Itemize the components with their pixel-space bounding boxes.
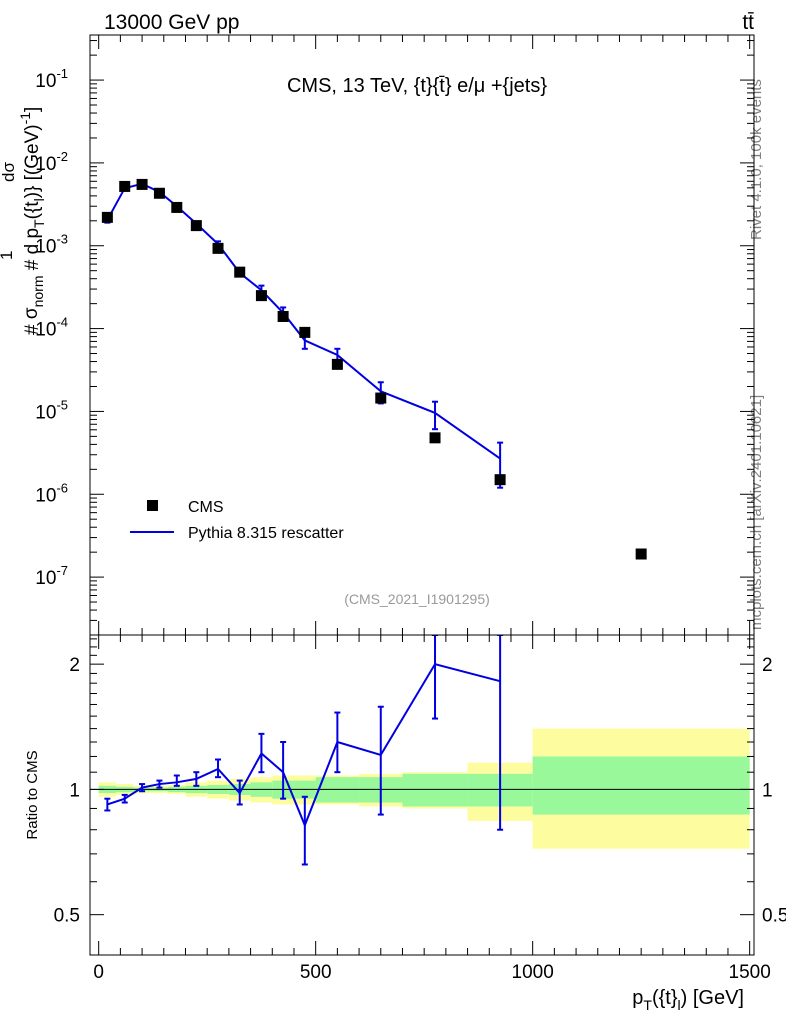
y-axis-title: # σnorm # d pT({tl)} [(GeV)-1] bbox=[17, 107, 48, 335]
y-title-sigma: σ bbox=[21, 307, 42, 319]
data-series bbox=[101, 178, 647, 560]
x-axis-title: pT({t}l) [GeV] bbox=[632, 987, 744, 1013]
y-title-dpt: d p bbox=[22, 228, 43, 254]
data-point bbox=[101, 211, 113, 223]
y-tick-exponent: -1 bbox=[56, 66, 68, 81]
mc-line bbox=[106, 182, 501, 460]
data-point bbox=[255, 290, 267, 302]
data-point bbox=[331, 358, 343, 370]
ratio-y-tick-labels: 0.5 0.5 1 1 2 2 bbox=[54, 655, 786, 927]
data-point bbox=[171, 201, 183, 213]
y-title-dsigma: dσ bbox=[0, 162, 18, 182]
y-tick-exponent: -6 bbox=[56, 480, 68, 495]
stat-uncertainty-band bbox=[402, 773, 468, 807]
data-point bbox=[153, 187, 165, 199]
main-panel-frame bbox=[89, 34, 755, 636]
data-point bbox=[299, 326, 311, 338]
y-title-norm: norm bbox=[30, 276, 46, 308]
legend-mc-label: Pythia 8.315 rescatter bbox=[188, 525, 344, 542]
ratio-y-tick-label: 1 bbox=[69, 780, 80, 801]
mcplots-label: mcplots.cern.ch [arXiv:2401.10621] bbox=[748, 395, 765, 630]
x-tick-label: 1000 bbox=[512, 962, 554, 983]
rivet-label: Rivet 4.1.0, 100k events bbox=[748, 79, 765, 240]
data-point bbox=[277, 310, 289, 322]
y-title-exp: -1 bbox=[17, 112, 33, 125]
ratio-y-axis-title: Ratio to CMS bbox=[24, 750, 41, 839]
data-point bbox=[119, 180, 131, 192]
header-left: 13000 GeV pp bbox=[104, 11, 239, 34]
y-title-l: l bbox=[31, 198, 47, 201]
x-tick-labels: 0 500 1000 1500 bbox=[93, 962, 770, 983]
ratio-y-tick-label-right: 1 bbox=[762, 780, 773, 801]
y-tick-exponent: -2 bbox=[56, 149, 68, 164]
y-tick-exponent: -7 bbox=[56, 563, 68, 578]
y-tick-label: 10-6 bbox=[35, 480, 68, 506]
top-axis-ticks bbox=[90, 35, 754, 636]
ratio-y-tick-label: 2 bbox=[69, 655, 80, 676]
data-point bbox=[212, 242, 224, 254]
data-point bbox=[494, 474, 506, 486]
y-title-hash1: # bbox=[22, 324, 43, 335]
main-panel: 10-710-610-510-410-310-210-1 CMS, 13 TeV… bbox=[35, 34, 755, 636]
y-tick-exponent: -3 bbox=[56, 232, 68, 247]
y-title-close: ] bbox=[22, 107, 43, 112]
y-title-arg: ({t bbox=[22, 201, 43, 220]
analysis-id: (CMS_2021_I1901295) bbox=[344, 591, 490, 607]
y-title-frac-one: 1 bbox=[0, 251, 16, 260]
data-point bbox=[234, 266, 246, 278]
uncertainty-bands bbox=[98, 728, 750, 849]
ratio-y-tick-label: 0.5 bbox=[54, 906, 80, 927]
y-tick-exponent: -5 bbox=[56, 397, 68, 412]
y-tick-label: 10-5 bbox=[35, 397, 68, 423]
y-tick-label: 10-7 bbox=[35, 563, 68, 589]
legend-data-label: CMS bbox=[188, 499, 224, 516]
x-tick-label: 1500 bbox=[729, 962, 771, 983]
ratio-panel-frame bbox=[89, 634, 755, 956]
ratio-y-tick-label-right: 2 bbox=[762, 655, 773, 676]
x-tick-label: 500 bbox=[300, 962, 332, 983]
header-right: tt̄ bbox=[742, 11, 754, 34]
data-point bbox=[136, 178, 148, 190]
x-tick-label: 0 bbox=[93, 962, 104, 983]
data-point bbox=[375, 392, 387, 404]
y-title-unit: )} [(GeV) bbox=[22, 124, 43, 198]
y-title-t: T bbox=[31, 219, 47, 228]
y-title-hash2: # bbox=[22, 259, 43, 270]
y-tick-label: 10-1 bbox=[35, 66, 68, 92]
chart-title: CMS, 13 TeV, {t}{t̄} e/μ +{jets} bbox=[287, 75, 547, 97]
ratio-y-tick-label-right: 0.5 bbox=[762, 906, 786, 927]
data-point bbox=[190, 220, 202, 232]
data-point bbox=[429, 432, 441, 444]
stat-uncertainty-band bbox=[532, 756, 750, 815]
svg-text:# σnorm # d: # σnorm # d pT({tl)} [(GeV)-1] bbox=[17, 107, 48, 335]
y-tick-exponent: -4 bbox=[56, 315, 68, 330]
data-point bbox=[635, 548, 647, 560]
ratio-panel: 0.5 0.5 1 1 2 2 0 500 1000 1500 Ratio to CMS bbox=[24, 634, 786, 983]
legend-data-marker bbox=[147, 500, 158, 511]
legend: CMS Pythia 8.315 rescatter bbox=[130, 499, 344, 542]
ratio-mc-series bbox=[104, 635, 504, 866]
